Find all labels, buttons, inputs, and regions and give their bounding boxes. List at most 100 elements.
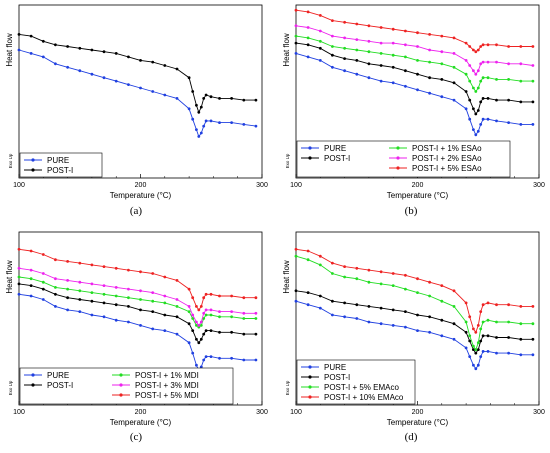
data-point (481, 334, 485, 338)
legend-swatch-marker (119, 373, 123, 377)
data-point (391, 324, 395, 327)
data-point (367, 268, 371, 272)
data-point (66, 296, 69, 300)
data-point (17, 282, 21, 286)
data-point (29, 277, 33, 281)
data-point (428, 33, 431, 36)
data-point (202, 311, 206, 315)
legend-entry-label: POST-I + 5% MDI (135, 391, 199, 400)
data-point (29, 249, 33, 253)
data-point (331, 19, 334, 22)
data-point (175, 279, 179, 282)
panel-label: (c) (130, 431, 143, 443)
data-point (90, 48, 94, 52)
data-point (531, 64, 535, 67)
data-point (230, 294, 234, 298)
data-point (90, 263, 94, 267)
data-point (428, 280, 431, 284)
data-point (476, 324, 480, 327)
data-point (218, 310, 221, 313)
data-point (102, 284, 106, 287)
data-point (163, 329, 167, 332)
data-point (199, 131, 203, 135)
data-point (204, 119, 208, 123)
data-point (163, 301, 167, 305)
data-point (66, 308, 69, 312)
data-point (428, 76, 431, 80)
data-point (428, 294, 431, 298)
data-point (416, 88, 419, 92)
data-point (202, 317, 206, 320)
legend-entry-label: PURE (324, 363, 346, 372)
data-point (41, 298, 45, 301)
data-point (17, 292, 21, 296)
data-point (66, 260, 69, 263)
data-point (163, 294, 167, 298)
data-point (78, 261, 82, 265)
data-point (306, 249, 310, 253)
data-point (495, 60, 498, 64)
data-point (29, 284, 33, 287)
data-point (486, 97, 490, 100)
data-point (519, 123, 523, 126)
legend-entry-label: POST-I + 3% MDI (135, 381, 199, 390)
data-point (202, 97, 206, 100)
data-point (367, 50, 371, 54)
data-point (175, 315, 179, 319)
data-point (151, 310, 155, 313)
data-point (78, 280, 82, 284)
x-tick-label: 100 (290, 182, 302, 189)
data-point (78, 46, 82, 50)
legend-swatch-marker (308, 146, 312, 150)
data-point (114, 286, 118, 289)
data-point (209, 355, 213, 358)
data-point (187, 322, 191, 326)
data-point (151, 90, 155, 93)
data-point (481, 76, 485, 80)
data-point (139, 59, 142, 62)
data-point (202, 358, 206, 362)
data-point (294, 52, 298, 55)
data-point (139, 86, 142, 90)
data-point (126, 83, 130, 86)
x-tick-label: 300 (533, 409, 545, 416)
data-point (175, 97, 179, 100)
data-point (391, 272, 395, 275)
data-point (416, 329, 419, 332)
legend-swatch-marker (396, 156, 400, 160)
data-point (102, 301, 106, 305)
data-point (195, 103, 198, 107)
data-point (318, 14, 322, 17)
data-point (204, 355, 208, 358)
data-point (476, 363, 480, 367)
data-point (440, 318, 444, 322)
data-point (204, 313, 208, 317)
data-point (343, 46, 346, 50)
data-point (468, 117, 472, 121)
data-point (343, 20, 346, 24)
data-point (175, 298, 179, 301)
data-point (440, 62, 444, 66)
x-tick-label: 200 (412, 182, 424, 189)
data-point (139, 324, 142, 327)
data-point (379, 26, 383, 29)
data-point (318, 59, 322, 62)
data-point (343, 69, 346, 73)
x-tick-label: 300 (533, 182, 545, 189)
data-point (452, 289, 456, 293)
y-axis-label: Heat flow (282, 33, 291, 67)
data-point (464, 41, 468, 45)
data-point (519, 353, 523, 357)
data-point (416, 59, 419, 62)
data-point (204, 329, 208, 332)
data-point (195, 363, 198, 367)
data-point (202, 296, 206, 300)
x-tick-label: 300 (256, 409, 268, 416)
data-point (54, 305, 57, 308)
data-point (139, 289, 142, 293)
data-point (355, 38, 359, 41)
data-point (472, 348, 475, 351)
data-point (306, 10, 310, 14)
